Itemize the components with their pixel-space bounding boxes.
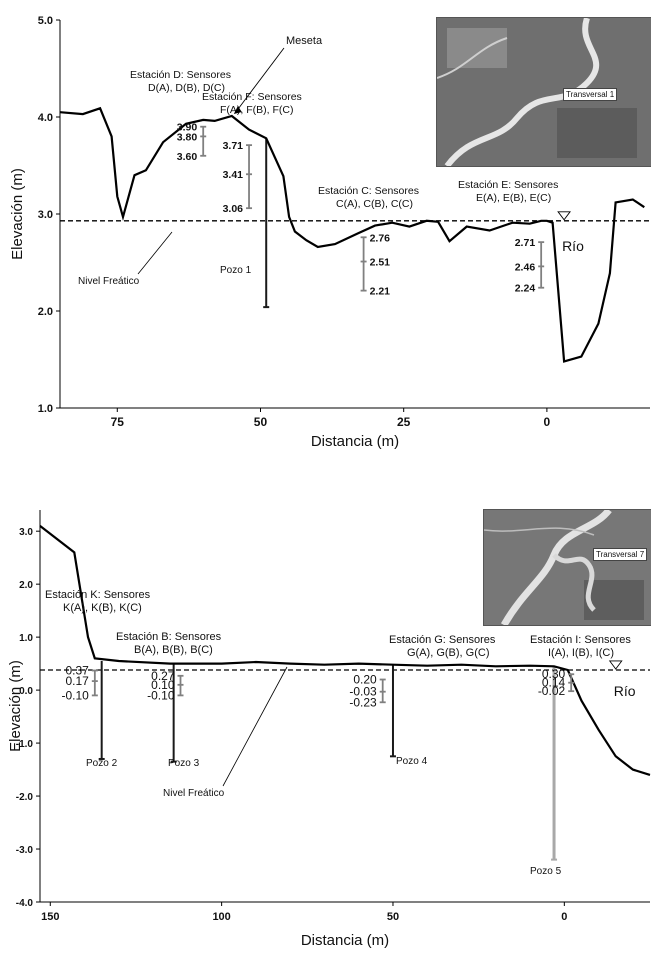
x-tick-label: 0: [561, 911, 567, 923]
satellite-image: [437, 18, 651, 166]
x-tick-label: 25: [397, 415, 411, 429]
x-axis-label: Distancia (m): [301, 932, 389, 949]
sensor-value-label: 3.80: [177, 131, 198, 143]
x-tick-label: 75: [111, 415, 125, 429]
y-tick-label: 2.0: [19, 580, 33, 591]
x-tick-label: 50: [254, 415, 268, 429]
well-label: Pozo 1: [220, 265, 252, 276]
station-title: Estación I: Sensores: [530, 634, 631, 646]
well-label: Pozo 2: [86, 758, 118, 769]
x-tick-label: 50: [387, 911, 399, 923]
sensor-value-label: 2.76: [370, 232, 391, 244]
satellite-image: [484, 510, 651, 625]
y-axis-label: Elevación (m): [7, 660, 24, 752]
y-tick-label: 2.0: [38, 306, 53, 318]
sensor-value-label: 3.41: [223, 169, 244, 181]
sensor-value-label: 0.17: [65, 674, 89, 688]
sensor-value-label: 0.37: [65, 664, 89, 678]
station-sensors: E(A), E(B), E(C): [476, 192, 551, 204]
y-tick-label: -3.0: [16, 845, 34, 856]
sensor-value-label: 0.14: [542, 676, 566, 690]
y-tick-label: 1.0: [19, 633, 33, 644]
sensor-value-label: -0.23: [349, 695, 377, 709]
well-label: Pozo 3: [168, 758, 200, 769]
annotation-arrowhead: [233, 106, 242, 115]
sensor-value-label: 2.71: [515, 237, 536, 249]
y-tick-label: 5.0: [38, 15, 53, 27]
y-tick-label: 1.0: [38, 403, 53, 415]
station-sensors: C(A), C(B), C(C): [336, 198, 413, 210]
station-title: Estación E: Sensores: [458, 179, 558, 191]
sensor-value-label: 2.51: [370, 257, 391, 269]
sensor-value-label: 3.71: [223, 140, 244, 152]
chart-transversal-7: -4.0 -3.0 -2.0 -1.0 0.0 1.0 2.0 3.0 150 100 50 0 Dis…: [7, 510, 651, 949]
annotation-arrow: [235, 47, 285, 113]
station-title: Estación B: Sensores: [116, 631, 222, 643]
ground-profile-line: [59, 106, 645, 363]
sensor-value-label: 0.20: [353, 673, 377, 687]
station-sensors: F(A), F(B), F(C): [220, 104, 293, 116]
y-tick-label: 4.0: [38, 112, 53, 124]
sensor-value-label: 0.10: [151, 678, 175, 692]
station-sensors: B(A), B(B), B(C): [134, 644, 213, 656]
station-title: Estación C: Sensores: [318, 185, 419, 197]
y-tick-label: 0.0: [19, 686, 33, 697]
river-label: Río: [614, 683, 636, 699]
y-tick-label: -4.0: [16, 898, 34, 909]
x-tick-label: 100: [212, 911, 230, 923]
well-label: Pozo 4: [396, 756, 428, 767]
sensor-value-label: -0.10: [61, 688, 89, 702]
water-table-arrow: [137, 231, 173, 275]
sensor-value-label: 3.06: [223, 203, 244, 215]
inset-label: Transversal 1: [563, 88, 618, 101]
well-label: Pozo 5: [530, 866, 562, 877]
annotation-label: Meseta: [286, 35, 323, 47]
sensor-value-label: 2.46: [515, 261, 536, 273]
sensor-value-label: 2.21: [370, 286, 391, 298]
sensor-value-label: 3.90: [177, 122, 198, 134]
water-table-label: Nivel Freático: [78, 276, 140, 287]
sensor-value-label: 2.24: [515, 283, 536, 295]
satellite-photo-transversal-1: Transversal 1: [436, 17, 651, 167]
station-sensors: D(A), D(B), D(C): [148, 82, 225, 94]
station-sensors: G(A), G(B), G(C): [407, 647, 490, 659]
water-table-label: Nivel Freático: [163, 788, 225, 799]
x-tick-label: 0: [544, 415, 551, 429]
sensor-value-label: 3.60: [177, 151, 198, 163]
river-marker: [608, 660, 623, 670]
x-axis-label: Distancia (m): [311, 433, 399, 450]
sensor-value-label: -0.10: [147, 688, 175, 702]
sensor-value-label: -0.02: [538, 684, 566, 698]
station-title: Estación K: Sensores: [45, 589, 151, 601]
y-tick-label: -1.0: [16, 739, 34, 750]
river-label: Río: [562, 238, 584, 254]
station-title: Estación G: Sensores: [389, 634, 496, 646]
satellite-photo-transversal-7: Transversal 7: [483, 509, 651, 626]
station-title: Estación D: Sensores: [130, 69, 231, 81]
chart-transversal-1: 1.0 2.0 3.0 4.0 5.0 75 50 25 0 Distancia (m) Eleva…: [9, 15, 650, 450]
y-axis-label: Elevación (m): [9, 168, 26, 260]
sensor-value-label: 0.27: [151, 669, 175, 683]
y-tick-label: 3.0: [38, 209, 53, 221]
ground-profile-line: [39, 525, 651, 776]
water-table-arrow: [222, 666, 288, 787]
inset-label: Transversal 7: [593, 548, 648, 561]
sensor-value-label: 0.30: [542, 667, 566, 681]
sensor-value-label: -0.03: [349, 685, 377, 699]
station-title: Estación F: Sensores: [202, 91, 302, 103]
river-marker: [557, 211, 571, 221]
station-sensors: K(A), K(B), K(C): [63, 602, 142, 614]
x-tick-label: 150: [41, 911, 59, 923]
y-tick-label: 3.0: [19, 527, 33, 538]
y-tick-label: -2.0: [16, 792, 34, 803]
station-sensors: I(A), I(B), I(C): [548, 647, 614, 659]
